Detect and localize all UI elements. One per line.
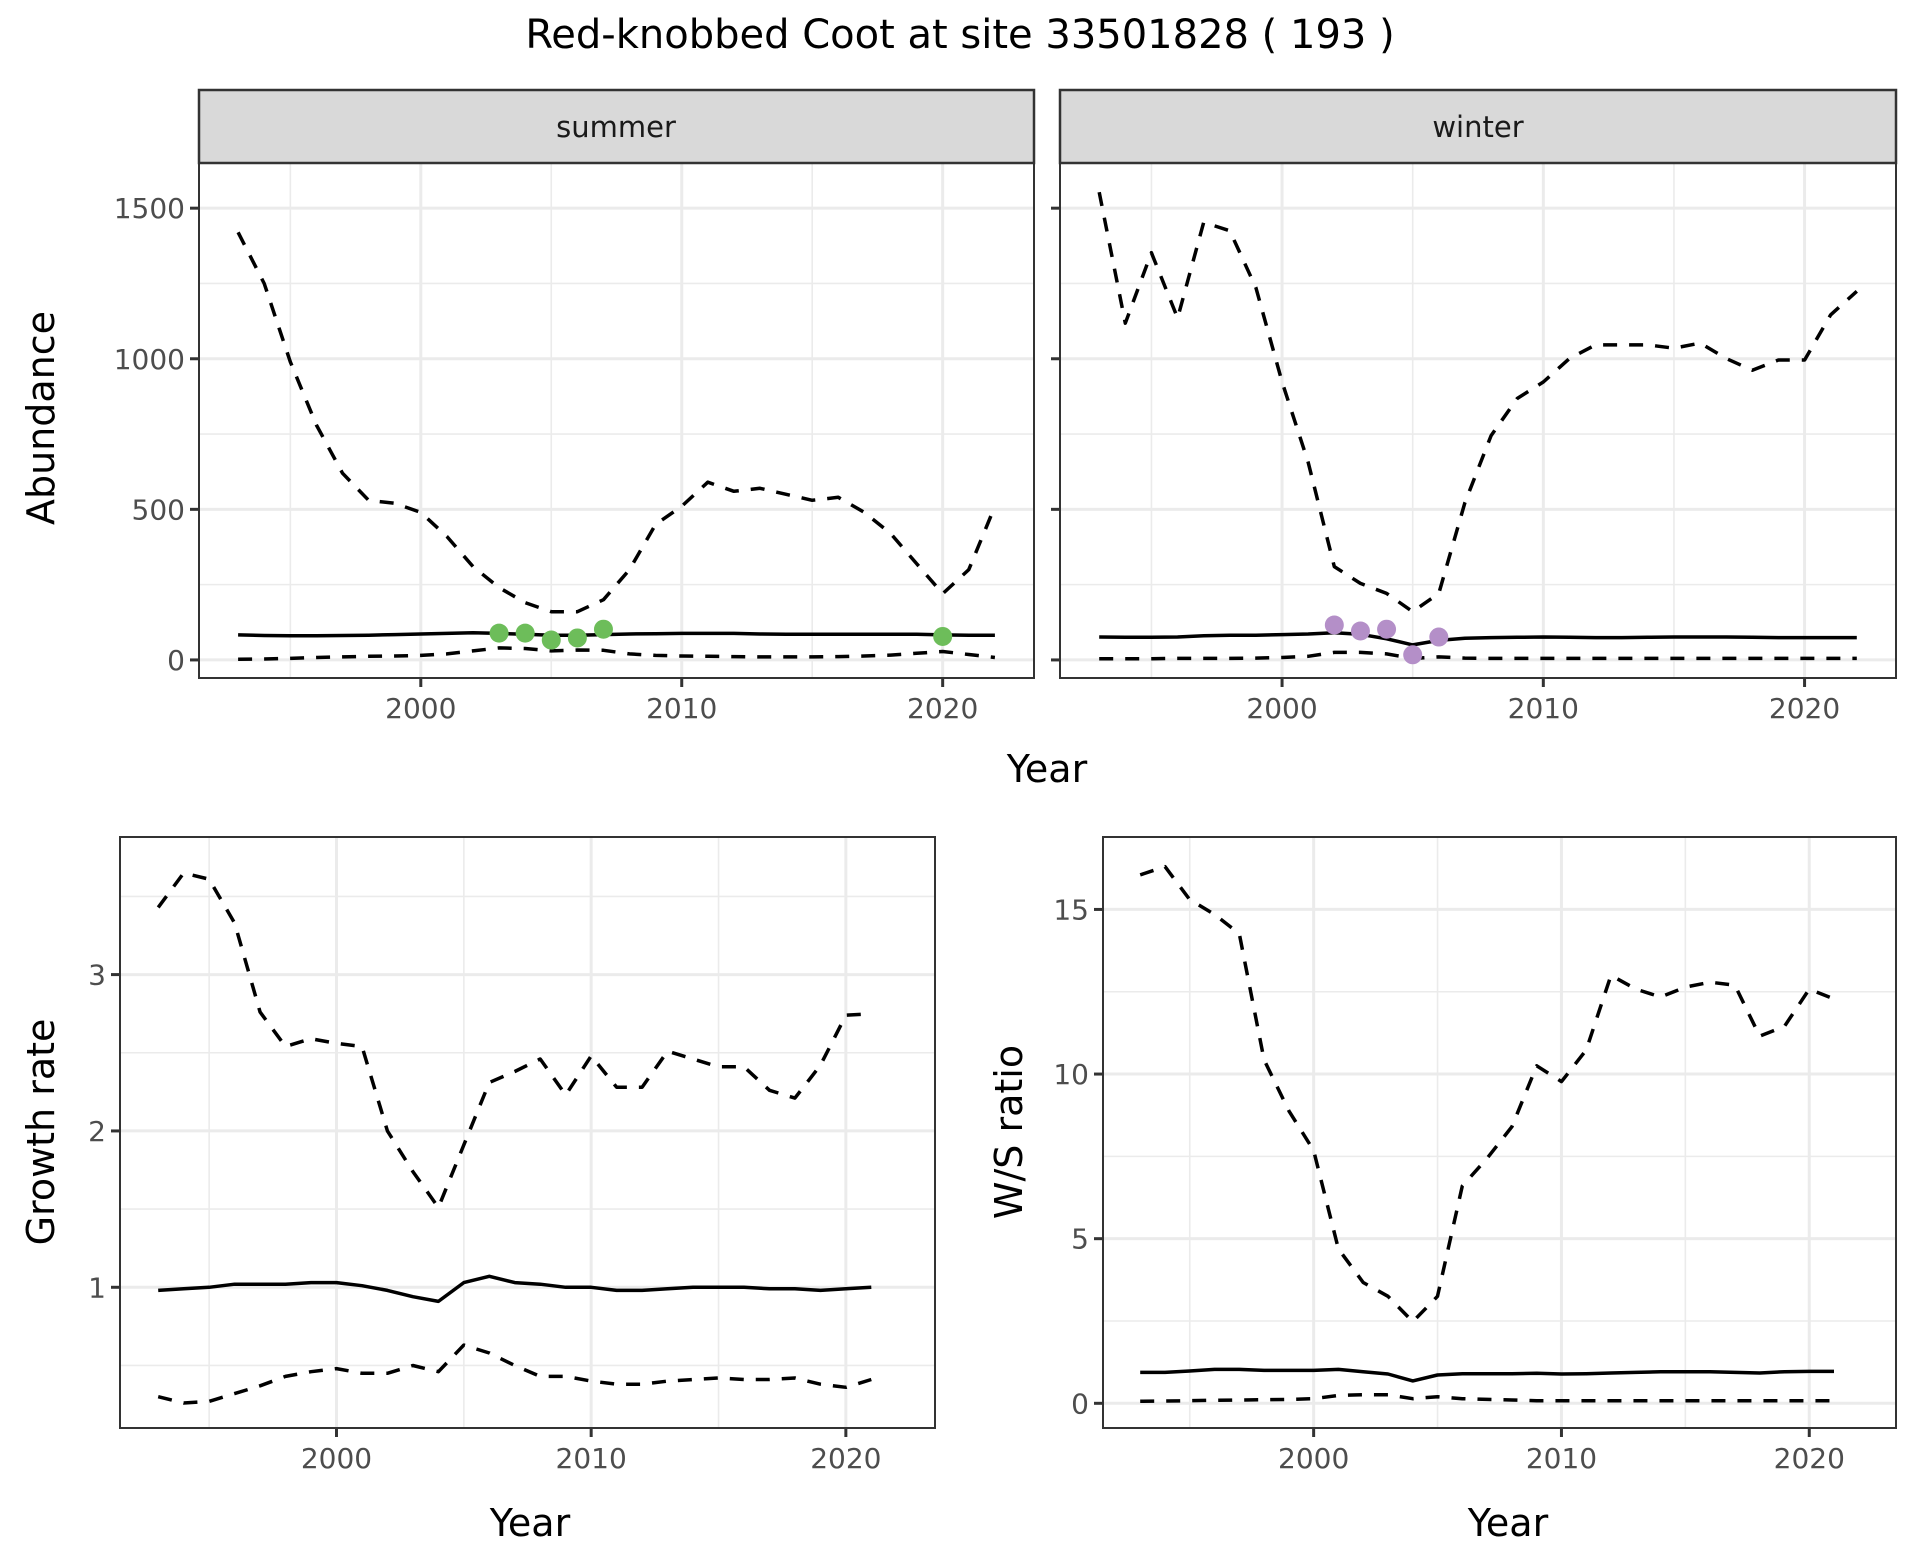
y-axis-title-abundance: Abundance	[19, 311, 63, 525]
observation-point	[515, 623, 535, 643]
x-axis-title-growth: Year	[489, 1501, 571, 1545]
y-tick-label: 1000	[114, 343, 185, 376]
panel-growth-rate: 2000 2010 2020 1 2 3	[88, 836, 936, 1475]
series-line-estimate	[158, 1274, 872, 1304]
observation-point	[933, 626, 953, 646]
y-tick-label: 10	[1053, 1058, 1089, 1091]
y-axis-title-ws: W/S ratio	[987, 1045, 1031, 1219]
y-tick-label: 1500	[114, 192, 185, 225]
panel-summer: 2000 2010 2020 0 500 1000 1500 summer	[114, 88, 1036, 725]
plot-background	[120, 837, 935, 1428]
observation-point	[567, 628, 587, 648]
x-tick-label: 2020	[1774, 1442, 1845, 1475]
x-tick-label: 2000	[1246, 692, 1317, 725]
x-tick-label: 2000	[301, 1442, 372, 1475]
plot-border	[1102, 836, 1897, 1429]
x-tick-label: 2020	[810, 1442, 881, 1475]
observation-point	[1377, 619, 1397, 639]
series-line-estimate	[1140, 1367, 1834, 1383]
observation-point	[1403, 645, 1423, 665]
y-tick-label: 5	[1071, 1223, 1089, 1256]
x-axis-title-top: Year	[1006, 747, 1088, 791]
series-line-upper	[1139, 864, 1835, 1324]
series-line-estimate	[238, 631, 995, 638]
y-tick-label: 500	[132, 493, 185, 526]
strip-label-winter: winter	[1432, 110, 1523, 144]
x-tick-label: 2010	[1508, 692, 1579, 725]
strip-winter	[1058, 88, 1898, 165]
y-tick-label: 15	[1053, 893, 1089, 926]
series-line-upper	[156, 871, 872, 1210]
panel-winter: 2000 2010 2020 winter	[1051, 88, 1898, 725]
observation-point	[541, 630, 561, 650]
x-tick-label: 2010	[646, 692, 717, 725]
series-line-lower	[1140, 1392, 1834, 1404]
plot-background	[1103, 837, 1896, 1428]
chart-title: Red-knobbed Coot at site 33501828 ( 193 …	[525, 12, 1394, 58]
panel-ws-ratio: 2000 2010 2020 0 5 10 15	[1053, 836, 1897, 1475]
strip-summer	[197, 88, 1036, 165]
y-tick-label: 0	[1071, 1387, 1089, 1420]
x-tick-label: 2000	[1278, 1442, 1349, 1475]
y-tick-label: 3	[88, 959, 106, 992]
observation-point	[489, 623, 509, 643]
x-tick-label: 2020	[1769, 692, 1840, 725]
series-line-estimate	[1099, 631, 1857, 647]
x-tick-label: 2010	[1526, 1442, 1597, 1475]
observation-point	[1324, 615, 1344, 635]
plot-background	[1060, 163, 1896, 678]
x-tick-label: 2020	[907, 692, 978, 725]
y-tick-label: 1	[88, 1271, 106, 1304]
strip-label-summer: summer	[556, 110, 676, 144]
y-axis-title-growth: Growth rate	[19, 1019, 63, 1246]
y-tick-label: 0	[167, 644, 185, 677]
series-line-upper	[1097, 191, 1858, 614]
x-tick-label: 2010	[556, 1442, 627, 1475]
series-line-upper	[236, 231, 997, 614]
x-axis-title-ws: Year	[1467, 1501, 1549, 1545]
series-line-lower	[238, 646, 996, 662]
y-tick-label: 2	[88, 1115, 106, 1148]
plot-background	[199, 163, 1034, 678]
observation-point	[1350, 621, 1370, 641]
series-line-lower	[1099, 650, 1857, 661]
plot-border	[119, 836, 936, 1429]
x-tick-label: 2000	[385, 692, 456, 725]
observation-point	[593, 619, 613, 639]
observation-point	[1429, 627, 1449, 647]
